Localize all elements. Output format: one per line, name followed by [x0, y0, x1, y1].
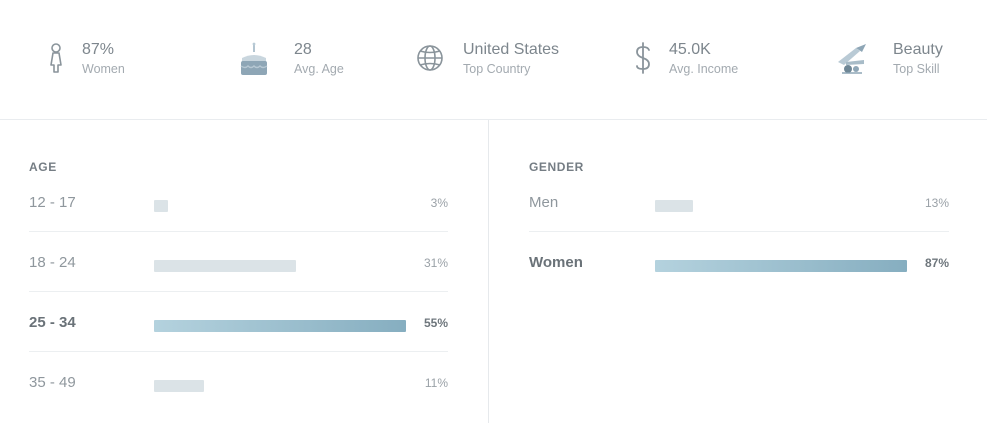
percentage-bar	[154, 200, 168, 212]
bar-track	[655, 200, 907, 212]
row-label: Men	[529, 194, 559, 211]
panel-divider	[488, 120, 489, 423]
percentage-label: 31%	[423, 256, 448, 270]
birthday-cake-icon	[240, 42, 268, 75]
bar-track	[154, 260, 406, 272]
percentage-bar	[655, 260, 907, 272]
stat-value: United States	[463, 41, 560, 58]
row-separator	[529, 231, 949, 232]
stat-women: 87% Women	[46, 38, 196, 82]
percentage-bar	[154, 380, 205, 392]
row-separator	[29, 351, 448, 352]
stat-label: Top Skill	[893, 62, 940, 76]
age-section-title: AGE	[29, 160, 57, 174]
stat-label: Avg. Age	[294, 62, 344, 76]
row-label: 35 - 49	[29, 374, 76, 391]
percentage-bar	[154, 320, 406, 332]
stat-value: 87%	[82, 41, 115, 58]
stat-label: Women	[82, 62, 125, 76]
stat-avg-age: 28 Avg. Age	[238, 38, 398, 82]
percentage-label: 55%	[423, 316, 448, 330]
stat-value: Beauty	[893, 41, 943, 58]
bar-track	[655, 260, 907, 272]
percentage-label: 11%	[424, 376, 448, 390]
stat-top-skill: Beauty Top Skill	[836, 38, 976, 82]
distribution-row: 35 - 49 11%	[29, 352, 448, 412]
stat-label: Avg. Income	[669, 62, 739, 76]
distribution-row: 12 - 17 3%	[29, 172, 448, 232]
bar-track	[154, 380, 406, 392]
woman-icon	[50, 43, 62, 73]
percentage-label: 3%	[430, 196, 448, 210]
distribution-row: 18 - 24 31%	[29, 232, 448, 292]
stat-value: 45.0K	[669, 41, 711, 58]
dollar-icon	[636, 42, 650, 74]
stat-top-country: United States Top Country	[416, 38, 586, 82]
makeup-tools-icon	[838, 44, 866, 74]
percentage-label: 13%	[924, 196, 949, 210]
bar-track	[154, 320, 406, 332]
bar-track	[154, 200, 406, 212]
stat-avg-income: 45.0K Avg. Income	[634, 38, 784, 82]
distribution-row: Men 13%	[529, 172, 949, 232]
row-label: 18 - 24	[29, 254, 76, 271]
percentage-bar	[655, 200, 693, 212]
row-separator	[29, 291, 448, 292]
stat-label: Top Country	[463, 62, 531, 76]
row-separator	[29, 231, 448, 232]
percentage-bar	[154, 260, 297, 272]
row-label: 12 - 17	[29, 194, 76, 211]
gender-section-title: GENDER	[529, 160, 584, 174]
row-label: Women	[529, 254, 583, 271]
stat-value: 28	[294, 41, 312, 58]
distribution-row: Women 87%	[529, 232, 949, 292]
globe-icon	[417, 45, 443, 71]
distribution-row: 25 - 34 55%	[29, 292, 448, 352]
percentage-label: 87%	[924, 256, 949, 270]
row-label: 25 - 34	[29, 314, 76, 331]
summary-stats-bar: 87% Women 28 Avg. Age United States Top …	[0, 0, 987, 120]
